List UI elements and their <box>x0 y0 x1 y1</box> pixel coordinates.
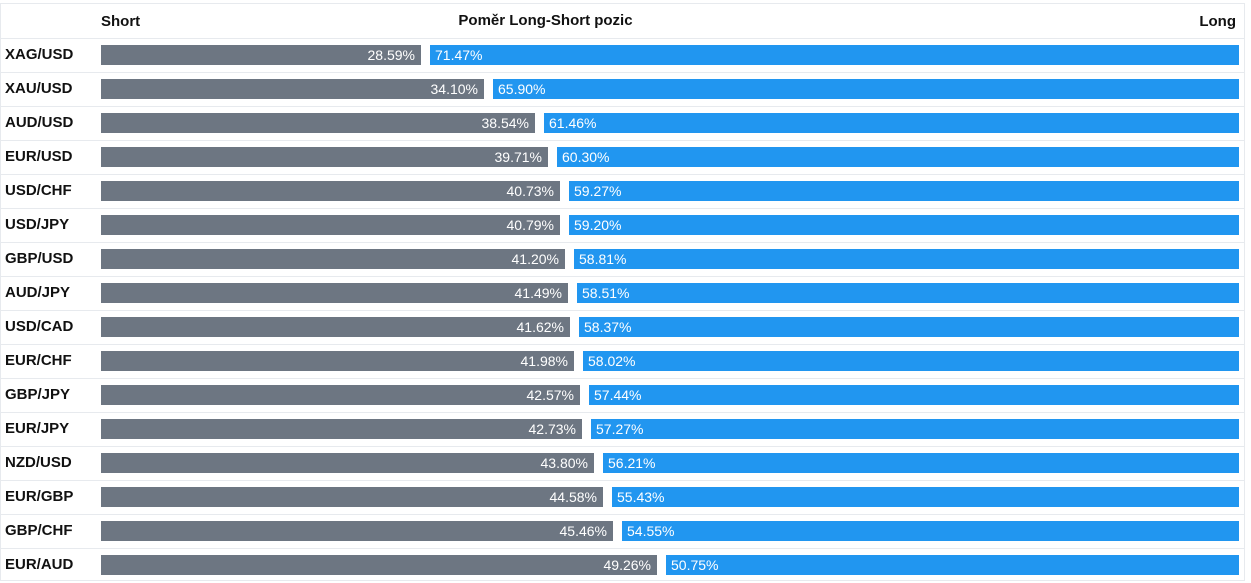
pair-label: USD/CHF <box>5 182 72 199</box>
short-bar: 42.57% <box>101 385 580 405</box>
short-bar: 42.73% <box>101 419 582 439</box>
short-bar: 40.73% <box>101 181 560 201</box>
short-bar: 28.59% <box>101 45 421 65</box>
chart-row: AUD/USD 38.54% 61.46% <box>1 106 1244 140</box>
bar-area: 40.73% 59.27% <box>101 181 1239 201</box>
bar-area: 42.73% 57.27% <box>101 419 1239 439</box>
short-bar: 44.58% <box>101 487 603 507</box>
chart-header: Short Poměr Long-Short pozic Long <box>1 4 1244 38</box>
pair-label: XAG/USD <box>5 46 74 63</box>
long-bar: 58.81% <box>574 249 1239 269</box>
long-bar: 61.46% <box>544 113 1239 133</box>
chart-row: USD/CAD 41.62% 58.37% <box>1 310 1244 344</box>
pair-label: AUD/USD <box>5 114 74 131</box>
bar-area: 43.80% 56.21% <box>101 453 1239 473</box>
chart-row: EUR/AUD 49.26% 50.75% <box>1 548 1244 582</box>
long-bar: 54.55% <box>622 521 1239 541</box>
chart-row: USD/JPY 40.79% 59.20% <box>1 208 1244 242</box>
short-bar: 38.54% <box>101 113 535 133</box>
short-bar: 45.46% <box>101 521 613 541</box>
chart-row: NZD/USD 43.80% 56.21% <box>1 446 1244 480</box>
pair-label: USD/JPY <box>5 216 70 233</box>
chart-title: Poměr Long-Short pozic <box>458 12 633 29</box>
short-bar: 41.62% <box>101 317 570 337</box>
long-bar: 59.20% <box>569 215 1239 235</box>
pair-label: NZD/USD <box>5 454 72 471</box>
bar-area: 49.26% 50.75% <box>101 555 1239 575</box>
bar-area: 34.10% 65.90% <box>101 79 1239 99</box>
pair-label: XAU/USD <box>5 80 73 97</box>
bar-area: 45.46% 54.55% <box>101 521 1239 541</box>
bar-area: 41.20% 58.81% <box>101 249 1239 269</box>
chart-row: USD/CHF 40.73% 59.27% <box>1 174 1244 208</box>
chart-row: GBP/JPY 42.57% 57.44% <box>1 378 1244 412</box>
bar-area: 44.58% 55.43% <box>101 487 1239 507</box>
bar-area: 28.59% 71.47% <box>101 45 1239 65</box>
chart-row: AUD/JPY 41.49% 58.51% <box>1 276 1244 310</box>
long-bar: 50.75% <box>666 555 1239 575</box>
chart-row: XAU/USD 34.10% 65.90% <box>1 72 1244 106</box>
chart-row: GBP/CHF 45.46% 54.55% <box>1 514 1244 548</box>
chart-row: EUR/JPY 42.73% 57.27% <box>1 412 1244 446</box>
long-bar: 56.21% <box>603 453 1239 473</box>
chart-row: EUR/CHF 41.98% 58.02% <box>1 344 1244 378</box>
short-bar: 41.20% <box>101 249 565 269</box>
short-bar: 41.49% <box>101 283 568 303</box>
long-bar: 58.02% <box>583 351 1239 371</box>
long-bar: 65.90% <box>493 79 1239 99</box>
short-bar: 49.26% <box>101 555 657 575</box>
short-column-label: Short <box>101 13 141 30</box>
bar-area: 41.98% 58.02% <box>101 351 1239 371</box>
bar-area: 42.57% 57.44% <box>101 385 1239 405</box>
pair-label: EUR/AUD <box>5 556 74 573</box>
short-bar: 43.80% <box>101 453 594 473</box>
long-bar: 60.30% <box>557 147 1239 167</box>
chart-row: XAG/USD 28.59% 71.47% <box>1 38 1244 72</box>
pair-label: AUD/JPY <box>5 284 71 301</box>
long-bar: 58.37% <box>579 317 1239 337</box>
pair-label: GBP/JPY <box>5 386 71 403</box>
chart-row: EUR/USD 39.71% 60.30% <box>1 140 1244 174</box>
pair-label: EUR/GBP <box>5 488 74 505</box>
bar-area: 38.54% 61.46% <box>101 113 1239 133</box>
bar-area: 41.49% 58.51% <box>101 283 1239 303</box>
bar-area: 41.62% 58.37% <box>101 317 1239 337</box>
bar-area: 40.79% 59.20% <box>101 215 1239 235</box>
short-bar: 39.71% <box>101 147 548 167</box>
long-column-label: Long <box>1199 13 1236 30</box>
short-bar: 40.79% <box>101 215 560 235</box>
long-bar: 57.44% <box>589 385 1239 405</box>
pair-label: USD/CAD <box>5 318 74 335</box>
pair-label: GBP/USD <box>5 250 74 267</box>
long-bar: 55.43% <box>612 487 1239 507</box>
chart-rows: XAG/USD 28.59% 71.47% XAU/USD 34.10% 65.90% AU… <box>1 38 1244 582</box>
pair-label: EUR/USD <box>5 148 73 165</box>
pair-label: EUR/JPY <box>5 420 70 437</box>
long-bar: 58.51% <box>577 283 1239 303</box>
long-bar: 59.27% <box>569 181 1239 201</box>
pair-label: GBP/CHF <box>5 522 73 539</box>
long-bar: 57.27% <box>591 419 1239 439</box>
chart-row: EUR/GBP 44.58% 55.43% <box>1 480 1244 514</box>
ratio-chart: Short Poměr Long-Short pozic Long XAG/US… <box>0 3 1245 581</box>
pair-label: EUR/CHF <box>5 352 72 369</box>
long-bar: 71.47% <box>430 45 1239 65</box>
bar-area: 39.71% 60.30% <box>101 147 1239 167</box>
chart-row: GBP/USD 41.20% 58.81% <box>1 242 1244 276</box>
short-bar: 34.10% <box>101 79 484 99</box>
short-bar: 41.98% <box>101 351 574 371</box>
